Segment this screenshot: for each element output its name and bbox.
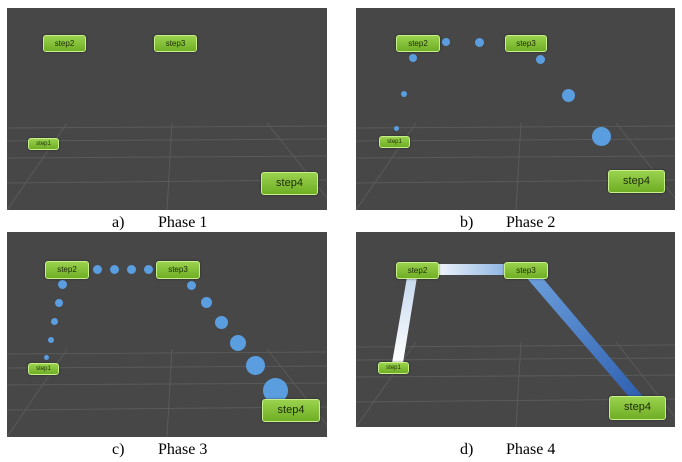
path-dot — [215, 316, 228, 329]
panel-phase-3: step2 step3 step1 step4 — [7, 232, 327, 437]
node-step3[interactable]: step3 — [156, 261, 200, 279]
node-step1[interactable]: step1 — [379, 136, 410, 148]
path-dot — [394, 126, 399, 131]
node-step4[interactable]: step4 — [609, 396, 666, 420]
caption-title: Phase 1 — [158, 214, 208, 231]
path-dot — [592, 127, 611, 146]
path-dot — [263, 378, 288, 403]
path-dot — [401, 91, 407, 97]
path-dot — [110, 265, 119, 274]
path-dot — [201, 297, 212, 308]
path-dot — [58, 280, 67, 289]
path-dot — [48, 337, 54, 343]
panel-phase-2: step2 step3 step1 step4 — [356, 8, 675, 210]
node-step1[interactable]: step1 — [28, 138, 59, 150]
path-dot — [51, 318, 58, 325]
path-dot — [536, 55, 545, 64]
path-dot — [442, 38, 450, 46]
path-dot — [246, 356, 265, 375]
node-step4[interactable]: step4 — [262, 399, 320, 422]
path-dot — [409, 54, 417, 62]
path-dot — [127, 265, 136, 274]
caption-letter: b) — [460, 214, 474, 231]
edge-step2-step3 — [436, 264, 506, 275]
caption-letter: d) — [460, 441, 474, 458]
node-step1[interactable]: step1 — [28, 363, 59, 375]
caption-letter: a) — [112, 214, 125, 231]
node-step3[interactable]: step3 — [504, 262, 548, 279]
path-dot — [144, 265, 153, 274]
panel-phase-1: step2 step3 step1 step4 — [7, 8, 327, 210]
path-dot — [55, 299, 63, 307]
node-step4[interactable]: step4 — [608, 170, 665, 193]
caption-title: Phase 3 — [158, 441, 208, 458]
caption-phase-3: c) Phase 3 — [112, 441, 207, 459]
node-step4[interactable]: step4 — [261, 172, 318, 195]
floor-grid — [356, 264, 675, 427]
path-dot — [44, 355, 49, 360]
caption-letter: c) — [112, 441, 125, 458]
node-step2[interactable]: step2 — [43, 35, 86, 52]
node-step2[interactable]: step2 — [396, 262, 439, 279]
edge-step1-step2 — [392, 277, 417, 363]
path-dot — [93, 265, 102, 274]
panel-phase-4: step2 step3 step1 step4 — [356, 232, 675, 427]
path-dot — [230, 335, 246, 351]
path-dot — [475, 38, 484, 47]
node-step1[interactable]: step1 — [378, 362, 409, 374]
node-step3[interactable]: step3 — [505, 35, 547, 52]
caption-phase-4: d) Phase 4 — [460, 441, 555, 459]
caption-title: Phase 2 — [506, 214, 556, 231]
edge-step3-step4 — [525, 276, 645, 399]
node-step2[interactable]: step2 — [396, 35, 440, 52]
node-step2[interactable]: step2 — [45, 261, 89, 279]
caption-phase-1: a) Phase 1 — [112, 214, 207, 232]
path-dot — [187, 281, 196, 290]
node-step3[interactable]: step3 — [154, 35, 197, 52]
path-dot — [562, 89, 575, 102]
caption-phase-2: b) Phase 2 — [460, 214, 555, 232]
caption-title: Phase 4 — [506, 441, 556, 458]
